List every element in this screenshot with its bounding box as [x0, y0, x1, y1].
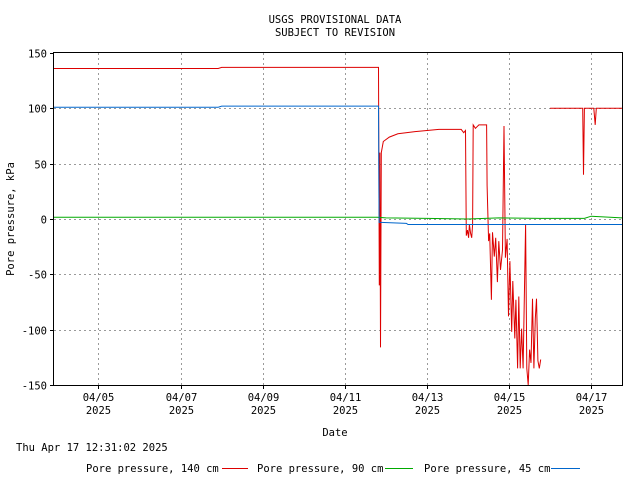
- chart-title: USGS PROVISIONAL DATA: [269, 14, 402, 26]
- legend-label-2: Pore pressure, 90 cm: [257, 463, 383, 475]
- y-axis-label: Pore pressure, kPa: [5, 162, 17, 276]
- legend: Pore pressure, 140 cm Pore pressure, 90 c…: [86, 463, 580, 475]
- timestamp: Thu Apr 17 12:31:02 2025: [16, 442, 168, 454]
- y-tick-label: 100: [28, 104, 47, 116]
- x-tick-year: 2025: [415, 405, 440, 417]
- x-tick-label: 04/05: [83, 392, 115, 404]
- series-line-2: [54, 215, 623, 220]
- legend-label-3: Pore pressure, 45 cm: [424, 463, 550, 475]
- series-line-1-segment: [550, 107, 622, 175]
- series-line-3: [54, 105, 622, 225]
- y-tick-label: -50: [28, 270, 47, 282]
- y-axis-ticks: 150 100 50 0 -50 -100 -150: [22, 49, 54, 393]
- y-tick-label: -100: [22, 326, 47, 338]
- series-line-1: [54, 66, 542, 386]
- x-tick-year: 2025: [579, 405, 604, 417]
- gridlines: [54, 53, 622, 385]
- x-tick-label: 04/11: [330, 392, 362, 404]
- x-axis-label: Date: [322, 427, 347, 439]
- x-tick-label: 04/09: [248, 392, 280, 404]
- x-tick-year: 2025: [86, 405, 111, 417]
- x-tick-label: 04/15: [494, 392, 526, 404]
- x-tick-label: 04/13: [412, 392, 444, 404]
- y-tick-label: 0: [41, 215, 47, 227]
- y-tick-label: -150: [22, 381, 47, 393]
- x-tick-label: 04/07: [166, 392, 198, 404]
- data-series: [54, 66, 623, 386]
- x-axis-ticks: 04/05202504/07202504/09202504/11202504/1…: [83, 385, 608, 417]
- x-tick-year: 2025: [251, 405, 276, 417]
- x-tick-year: 2025: [169, 405, 194, 417]
- legend-label-1: Pore pressure, 140 cm: [86, 463, 219, 475]
- x-tick-label: 04/17: [576, 392, 608, 404]
- chart-subtitle: SUBJECT TO REVISION: [275, 27, 395, 39]
- x-tick-year: 2025: [497, 405, 522, 417]
- x-tick-year: 2025: [333, 405, 358, 417]
- y-tick-label: 50: [34, 160, 47, 172]
- y-tick-label: 150: [28, 49, 47, 61]
